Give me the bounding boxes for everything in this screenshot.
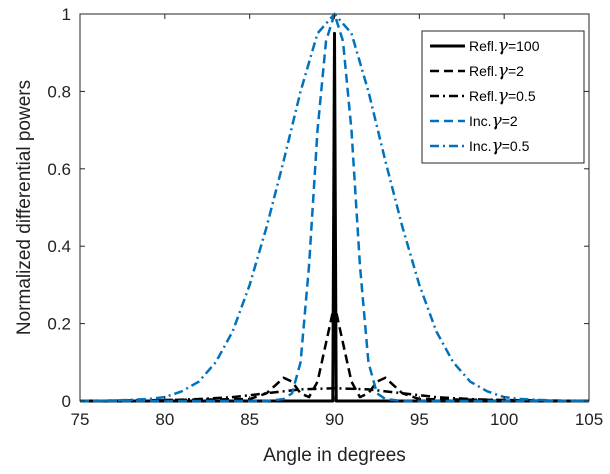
legend-label: Inc.γ=2 xyxy=(469,111,518,131)
legend-item-2: Refl.γ=2 xyxy=(430,61,524,81)
x-axis-label: Angle in degrees xyxy=(263,445,406,466)
legend-item-4: Inc.γ=2 xyxy=(430,111,518,131)
x-tick-label: 80 xyxy=(155,410,174,429)
y-axis-label: Normalized differential powers xyxy=(14,80,35,335)
x-tick-label: 85 xyxy=(240,410,259,429)
plot-area: 75 80 85 90 95 100 105 0 0.2 0.4 0.6 0.8 1 xyxy=(47,5,603,429)
x-tick-label: 95 xyxy=(410,410,429,429)
x-tick-label: 75 xyxy=(71,410,90,429)
y-tick-label: 0 xyxy=(62,392,71,411)
legend-item-3: Refl.γ=0.5 xyxy=(430,86,536,106)
legend-item-5: Inc.γ=0.5 xyxy=(430,136,530,156)
y-tick-label: 0.2 xyxy=(47,315,71,334)
y-tick-label: 0.4 xyxy=(47,237,71,256)
legend-label: Refl.γ=100 xyxy=(469,36,540,56)
y-tick-label: 0.8 xyxy=(47,82,71,101)
legend-label: Refl.γ=2 xyxy=(469,61,524,81)
x-tick-label: 90 xyxy=(325,410,344,429)
y-tick-label: 1 xyxy=(62,5,71,24)
legend-label: Refl.γ=0.5 xyxy=(469,86,536,106)
y-tick-label: 0.6 xyxy=(47,160,71,179)
series-line-2 xyxy=(79,303,590,403)
x-tick-label: 105 xyxy=(575,410,603,429)
legend-item-1: Refl.γ=100 xyxy=(430,36,540,56)
legend-label: Inc.γ=0.5 xyxy=(469,136,530,156)
x-tick-label: 100 xyxy=(490,410,518,429)
ticks-layer: 75 80 85 90 95 100 105 0 0.2 0.4 0.6 0.8 1 xyxy=(47,5,603,429)
legend-items: Refl.γ=100 Refl.γ=2 Refl.γ=0.5 Inc.γ=2 Inc.γ… xyxy=(430,36,540,156)
legend: Refl.γ=100 Refl.γ=2 Refl.γ=0.5 Inc.γ=2 Inc.γ… xyxy=(421,30,585,164)
